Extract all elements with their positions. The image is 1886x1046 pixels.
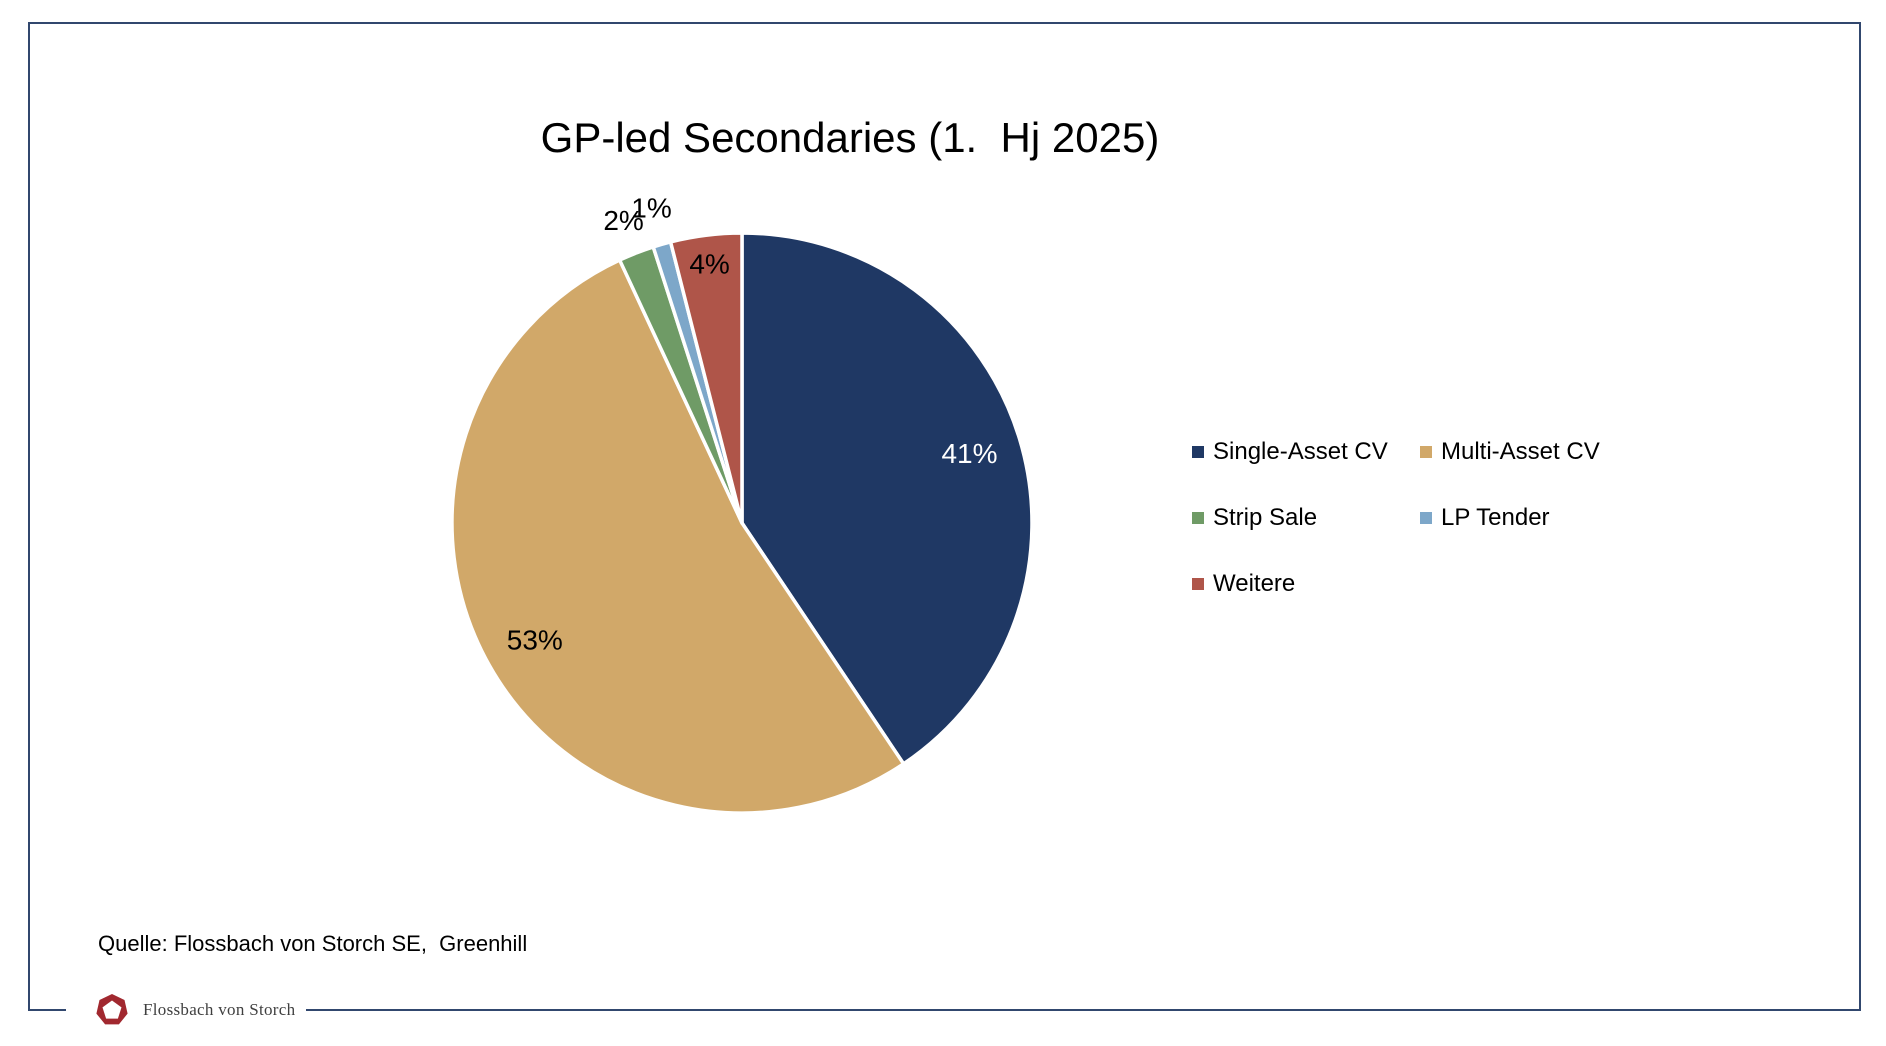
pie-data-label: 41% bbox=[941, 438, 997, 469]
legend-label: Strip Sale bbox=[1213, 504, 1318, 531]
flossbach-logo-icon bbox=[96, 994, 128, 1025]
chart-legend: Single-Asset CV Multi-Asset CV Strip Sale L… bbox=[1192, 438, 1600, 598]
legend-label: LP Tender bbox=[1441, 504, 1550, 531]
legend-label: Multi-Asset CV bbox=[1441, 438, 1600, 465]
source-note: Quelle: Flossbach von Storch SE, Greenhi… bbox=[98, 931, 528, 956]
legend-item-multi-asset-cv: Multi-Asset CV bbox=[1420, 438, 1600, 466]
pie-data-label: 1% bbox=[631, 193, 671, 224]
legend-marker-icon bbox=[1420, 512, 1432, 524]
footer-logo-text: Flossbach von Storch bbox=[143, 1000, 296, 1019]
pie-chart: 41% 53% 2%1% 4% bbox=[450, 193, 1034, 815]
logo-pentagon-hole bbox=[102, 1000, 122, 1019]
pie-slice-single-asset-cv bbox=[740, 231, 1034, 766]
pie-data-label: 53% bbox=[507, 624, 563, 655]
legend-item-weitere: Weitere bbox=[1192, 570, 1420, 598]
legend-item-strip-sale: Strip Sale bbox=[1192, 504, 1420, 532]
legend-marker-icon bbox=[1192, 446, 1204, 458]
legend-marker-icon bbox=[1192, 512, 1204, 524]
legend-marker-icon bbox=[1420, 446, 1432, 458]
legend-item-lp-tender: LP Tender bbox=[1420, 504, 1600, 532]
legend-marker-icon bbox=[1192, 578, 1204, 590]
legend-item-single-asset-cv: Single-Asset CV bbox=[1192, 438, 1420, 466]
pie-data-label: 2% bbox=[603, 205, 643, 236]
pie-slice-multi-asset-cv bbox=[450, 258, 906, 815]
legend-label: Weitere bbox=[1213, 570, 1296, 597]
chart-title: GP-led Secondaries (1. Hj 2025) bbox=[540, 114, 1160, 161]
legend-label: Single-Asset CV bbox=[1213, 438, 1388, 465]
pie-data-label: 4% bbox=[689, 249, 729, 280]
pie-slice-weitere bbox=[668, 231, 744, 525]
